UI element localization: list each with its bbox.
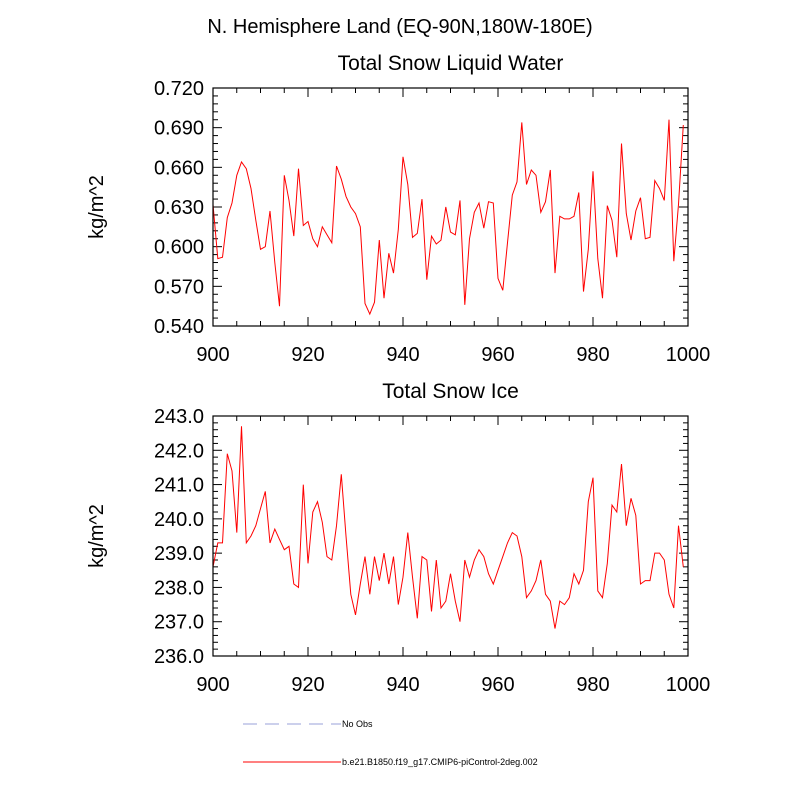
x-tick-label: 960 bbox=[481, 344, 514, 366]
y-axis-label: kg/m^2 bbox=[86, 175, 108, 239]
y-tick-label: 0.720 bbox=[154, 78, 204, 100]
chart-panel-1: Total Snow Liquid Water kg/m^2 900 920 940 96… bbox=[86, 52, 710, 366]
x-tick-label: 980 bbox=[576, 344, 609, 366]
plot-frame bbox=[212, 415, 689, 657]
x-tick-label: 900 bbox=[196, 674, 229, 696]
legend-label: No Obs bbox=[342, 719, 373, 729]
x-tick-label: 920 bbox=[291, 344, 324, 366]
plot-frame bbox=[212, 87, 689, 327]
page-title: N. Hemisphere Land (EQ-90N,180W-180E) bbox=[207, 16, 592, 38]
y-tick-label: 0.570 bbox=[154, 276, 204, 298]
y-tick-label: 241.0 bbox=[154, 475, 204, 497]
x-tick-label: 940 bbox=[386, 674, 419, 696]
x-tick-label: 900 bbox=[196, 344, 229, 366]
x-tick-label: 1000 bbox=[666, 674, 711, 696]
y-tick-label: 238.0 bbox=[154, 577, 204, 599]
y-tick-label: 0.540 bbox=[154, 316, 204, 338]
y-tick-label: 0.600 bbox=[154, 237, 204, 259]
y-tick-label: 243.0 bbox=[154, 406, 204, 428]
y-tick-label: 239.0 bbox=[154, 543, 204, 565]
x-tick-label: 940 bbox=[386, 344, 419, 366]
y-tick-label: 0.690 bbox=[154, 118, 204, 140]
x-tick-label: 960 bbox=[481, 674, 514, 696]
chart-title: Total Snow Liquid Water bbox=[338, 52, 564, 75]
chart-panels: Total Snow Liquid Water kg/m^2 900 920 940 96… bbox=[86, 52, 710, 696]
series-line-1 bbox=[212, 119, 684, 316]
y-tick-label: 0.660 bbox=[154, 157, 204, 179]
x-tick-label: 980 bbox=[576, 674, 609, 696]
x-tick-label: 920 bbox=[291, 674, 324, 696]
legend-label: b.e21.B1850.f19_g17.CMIP6-piControl-2deg… bbox=[342, 757, 538, 767]
y-tick-label: 237.0 bbox=[154, 612, 204, 634]
y-axis-label: kg/m^2 bbox=[86, 504, 108, 568]
y-tick-label: 240.0 bbox=[154, 509, 204, 531]
y-tick-label: 236.0 bbox=[154, 646, 204, 668]
chart-title: Total Snow Ice bbox=[382, 380, 519, 403]
legend: No Obs b.e21.B1850.f19_g17.CMIP6-piContro… bbox=[243, 719, 538, 767]
x-tick-label: 1000 bbox=[666, 344, 711, 366]
y-tick-label: 242.0 bbox=[154, 440, 204, 462]
series-line-1 bbox=[212, 426, 684, 629]
y-tick-label: 0.630 bbox=[154, 197, 204, 219]
chart-panel-2: Total Snow Ice kg/m^2 900 920 940 960 980 1000 2… bbox=[86, 380, 710, 696]
